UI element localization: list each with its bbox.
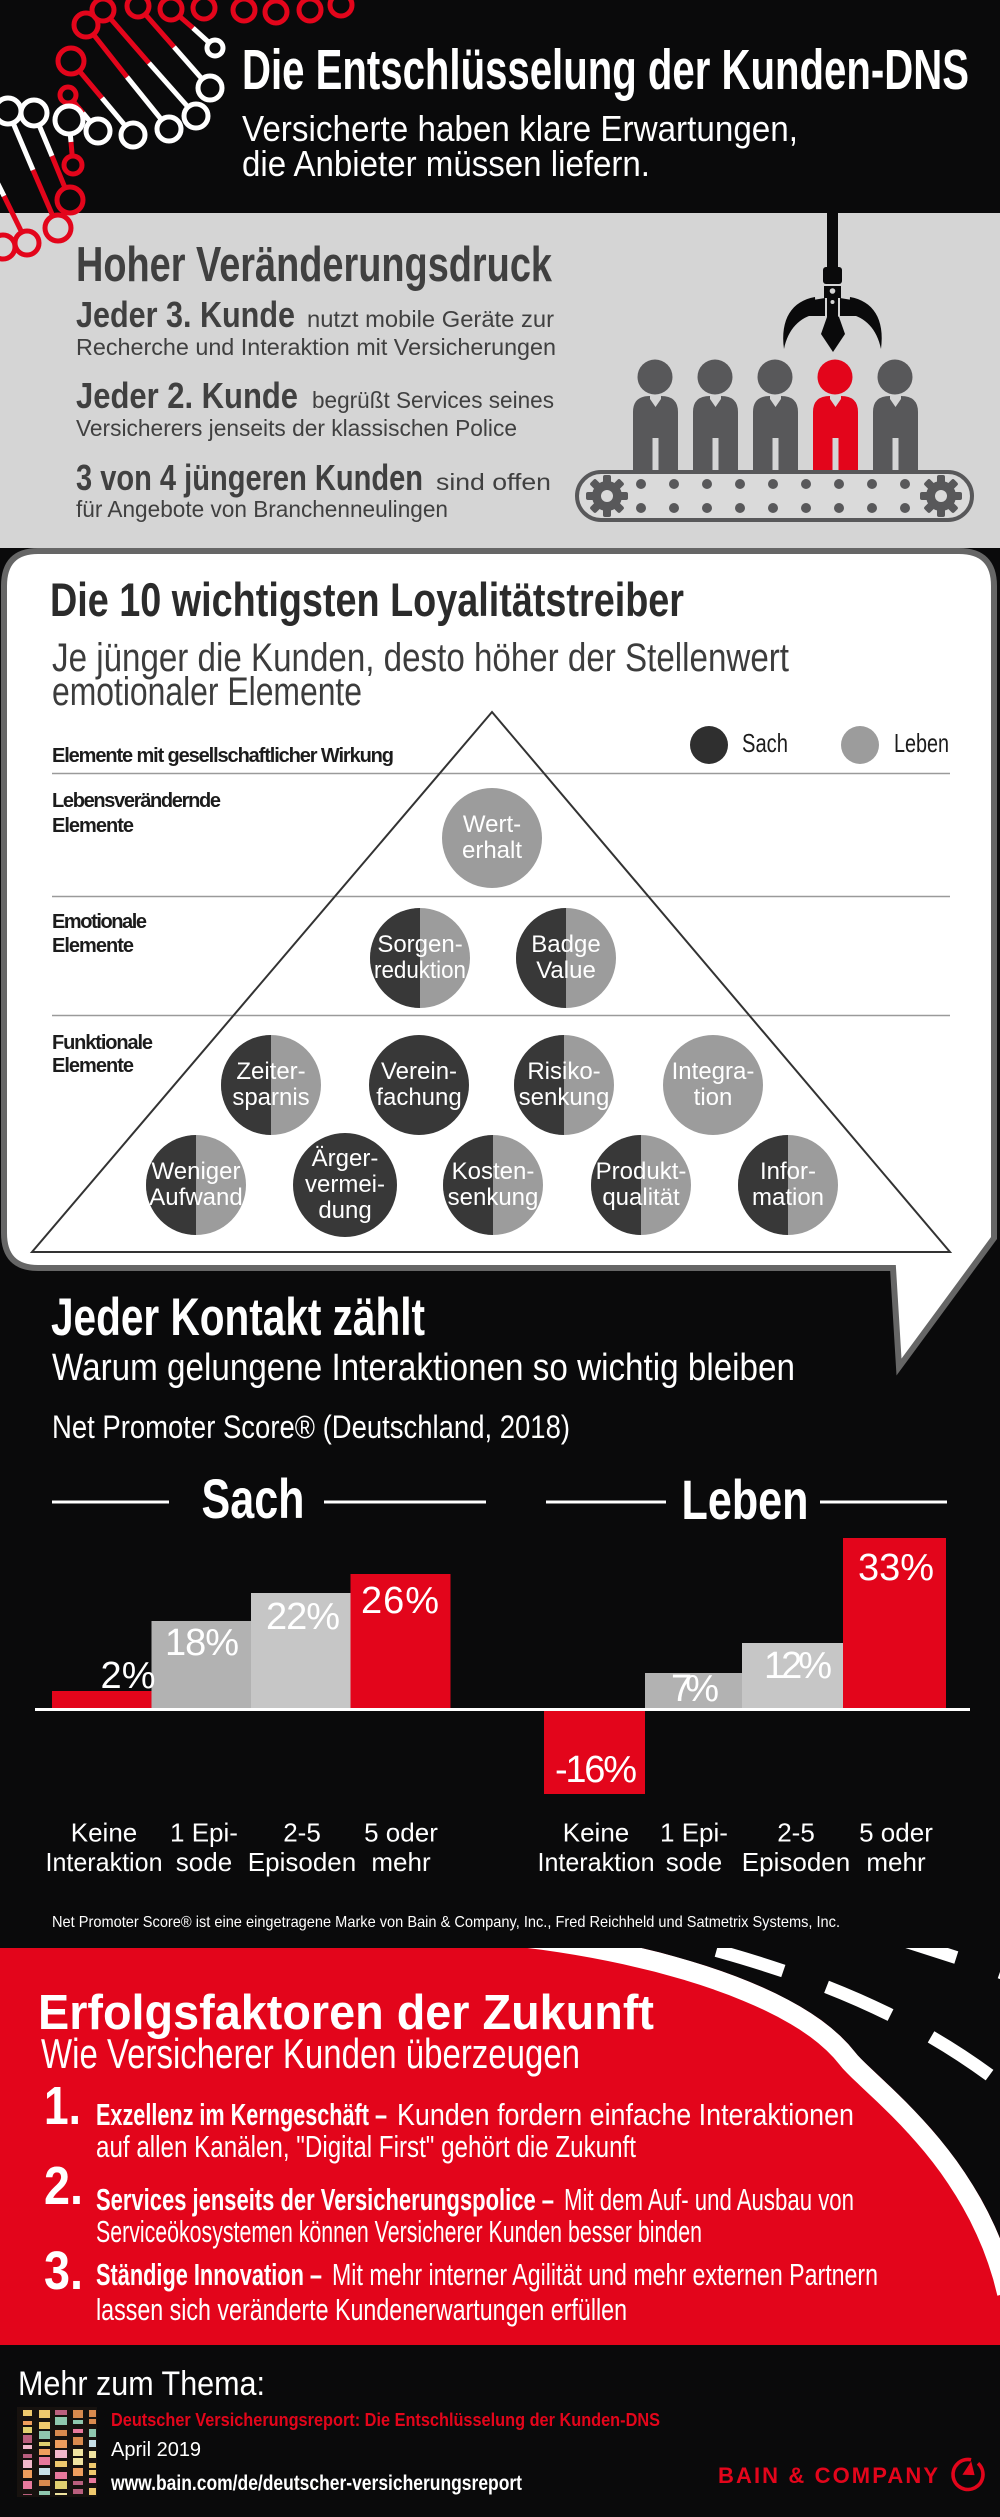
svg-text:Episoden: Episoden	[742, 1847, 850, 1877]
svg-text:Die 10 wichtigsten Loyalitätst: Die 10 wichtigsten Loyalitätstreiber	[50, 573, 684, 626]
svg-text:Emotionale: Emotionale	[52, 911, 147, 933]
svg-text:Aufwand: Aufwand	[149, 1184, 242, 1211]
svg-text:33%: 33%	[858, 1547, 934, 1589]
svg-text:Zeiter-: Zeiter-	[236, 1058, 305, 1085]
svg-text:mehr: mehr	[371, 1847, 431, 1877]
svg-text:Badge: Badge	[531, 931, 600, 958]
svg-text:Elemente mit gesellschaftliche: Elemente mit gesellschaftlicher Wirkung	[52, 745, 394, 767]
svg-text:Elemente: Elemente	[52, 815, 134, 837]
svg-text:Interaktion: Interaktion	[46, 1847, 163, 1877]
svg-text:www.bain.com/de/deutscher-vers: www.bain.com/de/deutscher-versicherungsr…	[110, 2472, 522, 2495]
svg-text:Risiko-: Risiko-	[527, 1058, 600, 1085]
svg-text:Je jünger die Kunden, desto hö: Je jünger die Kunden, desto höher der St…	[52, 636, 789, 680]
svg-text:sode: sode	[176, 1847, 232, 1877]
svg-text:Leben: Leben	[682, 1468, 809, 1531]
svg-text:auf allen Kanälen, "Digital Fi: auf allen Kanälen, "Digital First" gehör…	[96, 2129, 636, 2164]
svg-text:Leben: Leben	[894, 728, 949, 758]
svg-text:1 Epi-: 1 Epi-	[170, 1818, 238, 1848]
svg-text:Interaktion: Interaktion	[538, 1847, 655, 1877]
svg-text:Sach: Sach	[742, 728, 788, 758]
svg-text:tion: tion	[694, 1084, 733, 1111]
svg-text:Mit dem Auf- und Ausbau von: Mit dem Auf- und Ausbau von	[564, 2182, 854, 2217]
svg-text:2.: 2.	[44, 2156, 83, 2216]
svg-text:lassen sich veränderte Kundene: lassen sich veränderte Kundenerwartungen…	[96, 2292, 627, 2327]
svg-text:die Anbieter müssen liefern.: die Anbieter müssen liefern.	[242, 143, 650, 184]
svg-text:5 oder: 5 oder	[859, 1818, 933, 1848]
svg-text:sind offen: sind offen	[436, 469, 551, 495]
svg-text:Net Promoter Score® (Deutschla: Net Promoter Score® (Deutschland, 2018)	[52, 1409, 570, 1445]
svg-text:reduktion: reduktion	[374, 957, 466, 984]
svg-text:Wert-: Wert-	[463, 811, 521, 838]
svg-text:18%: 18%	[165, 1622, 239, 1664]
svg-text:emotionaler Elemente: emotionaler Elemente	[52, 670, 362, 714]
svg-text:1.: 1.	[44, 2076, 81, 2136]
svg-text:Keine: Keine	[71, 1818, 138, 1848]
svg-text:2%: 2%	[101, 1655, 156, 1697]
svg-text:mation: mation	[752, 1184, 824, 1211]
svg-text:Die Entschlüsselung der Kunden: Die Entschlüsselung der Kunden-DNS	[242, 38, 969, 102]
svg-text:dung: dung	[318, 1197, 371, 1224]
svg-text:Services jenseits der Versiche: Services jenseits der Versicherungspolic…	[96, 2182, 554, 2217]
svg-text:Wie Versicherer Kunden überzeu: Wie Versicherer Kunden überzeugen	[41, 2030, 580, 2077]
svg-text:Kosten-: Kosten-	[452, 1158, 535, 1185]
svg-text:Verein-: Verein-	[381, 1058, 457, 1085]
svg-text:Value: Value	[536, 957, 596, 984]
svg-text:2-5: 2-5	[777, 1818, 815, 1848]
svg-text:mehr: mehr	[866, 1847, 926, 1877]
svg-text:1 Epi-: 1 Epi-	[660, 1818, 728, 1848]
svg-text:Warum gelungene Interaktionen: Warum gelungene Interaktionen so wichtig…	[52, 1347, 795, 1389]
svg-text:Versicherte haben klare Erwart: Versicherte haben klare Erwartungen,	[242, 108, 798, 149]
svg-text:vermei-: vermei-	[305, 1171, 385, 1198]
svg-text:April 2019: April 2019	[111, 2439, 201, 2461]
svg-text:Funktionale: Funktionale	[52, 1032, 153, 1054]
svg-text:erhalt: erhalt	[462, 837, 522, 864]
svg-text:Episoden: Episoden	[248, 1847, 356, 1877]
svg-text:Sach: Sach	[202, 1467, 305, 1530]
svg-text:Versicherers jenseits der klas: Versicherers jenseits der klassischen Po…	[76, 415, 517, 441]
svg-text:3 von 4 jüngeren Kunden: 3 von 4 jüngeren Kunden	[76, 457, 423, 498]
svg-text:Produkt-: Produkt-	[596, 1158, 687, 1185]
svg-text:begrüßt Services seines: begrüßt Services seines	[312, 387, 554, 413]
svg-text:Exzellenz im Kerngeschäft –: Exzellenz im Kerngeschäft –	[96, 2097, 387, 2132]
svg-text:Net Promoter Score® ist eine e: Net Promoter Score® ist eine eingetragen…	[52, 1914, 840, 1931]
svg-text:Kunden fordern einfache Intera: Kunden fordern einfache Interaktionen	[397, 2097, 854, 2132]
svg-text:Mit mehr interner Agilität und: Mit mehr interner Agilität und mehr exte…	[332, 2257, 878, 2292]
svg-text:Serviceökosystemen können Vers: Serviceökosystemen können Versicherer Ku…	[96, 2214, 702, 2249]
svg-text:Mehr zum Thema:: Mehr zum Thema:	[18, 2365, 265, 2403]
svg-text:Ärger-: Ärger-	[312, 1145, 379, 1172]
svg-text:3.: 3.	[44, 2241, 83, 2301]
svg-text:7%: 7%	[671, 1668, 719, 1710]
svg-text:qualität: qualität	[602, 1184, 680, 1211]
svg-text:Hoher Veränderungsdruck: Hoher Veränderungsdruck	[76, 238, 553, 292]
svg-text:22%: 22%	[266, 1596, 340, 1638]
svg-text:2-5: 2-5	[283, 1818, 321, 1848]
svg-text:Lebensverändernde: Lebensverändernde	[52, 790, 221, 812]
svg-text:fachung: fachung	[376, 1084, 461, 1111]
svg-text:nutzt mobile Geräte zur: nutzt mobile Geräte zur	[307, 306, 554, 332]
svg-text:Elemente: Elemente	[52, 1055, 134, 1077]
svg-text:Weniger: Weniger	[152, 1158, 241, 1185]
svg-text:senkung: senkung	[448, 1184, 539, 1211]
svg-text:Sorgen-: Sorgen-	[377, 931, 462, 958]
svg-text:senkung: senkung	[519, 1084, 610, 1111]
svg-text:Deutscher Versicherungsreport:: Deutscher Versicherungsreport: Die Entsc…	[111, 2410, 660, 2430]
svg-text:sparnis: sparnis	[232, 1084, 309, 1111]
svg-text:Jeder 3. Kunde: Jeder 3. Kunde	[76, 294, 295, 335]
svg-text:Keine: Keine	[563, 1818, 630, 1848]
svg-text:26%: 26%	[361, 1580, 439, 1622]
svg-text:5 oder: 5 oder	[364, 1818, 438, 1848]
svg-text:Infor-: Infor-	[760, 1158, 816, 1185]
svg-text:BAIN & COMPANY: BAIN & COMPANY	[718, 2463, 938, 2488]
svg-text:sode: sode	[666, 1847, 722, 1877]
svg-text:Jeder 2. Kunde: Jeder 2. Kunde	[76, 375, 298, 416]
svg-text:Elemente: Elemente	[52, 935, 134, 957]
svg-text:für Angebote von Branchenneuli: für Angebote von Branchenneulingen	[76, 496, 448, 522]
svg-text:Erfolgsfaktoren der Zukunft: Erfolgsfaktoren der Zukunft	[38, 1986, 654, 2040]
svg-text:Jeder Kontakt zählt: Jeder Kontakt zählt	[51, 1288, 425, 1347]
svg-text:-16%: -16%	[555, 1749, 637, 1791]
svg-text:Ständige Innovation –: Ständige Innovation –	[96, 2257, 322, 2292]
svg-text:Integra-: Integra-	[672, 1058, 755, 1085]
svg-text:12%: 12%	[764, 1645, 832, 1687]
svg-text:Recherche und Interaktion mit: Recherche und Interaktion mit Versicheru…	[76, 334, 556, 360]
